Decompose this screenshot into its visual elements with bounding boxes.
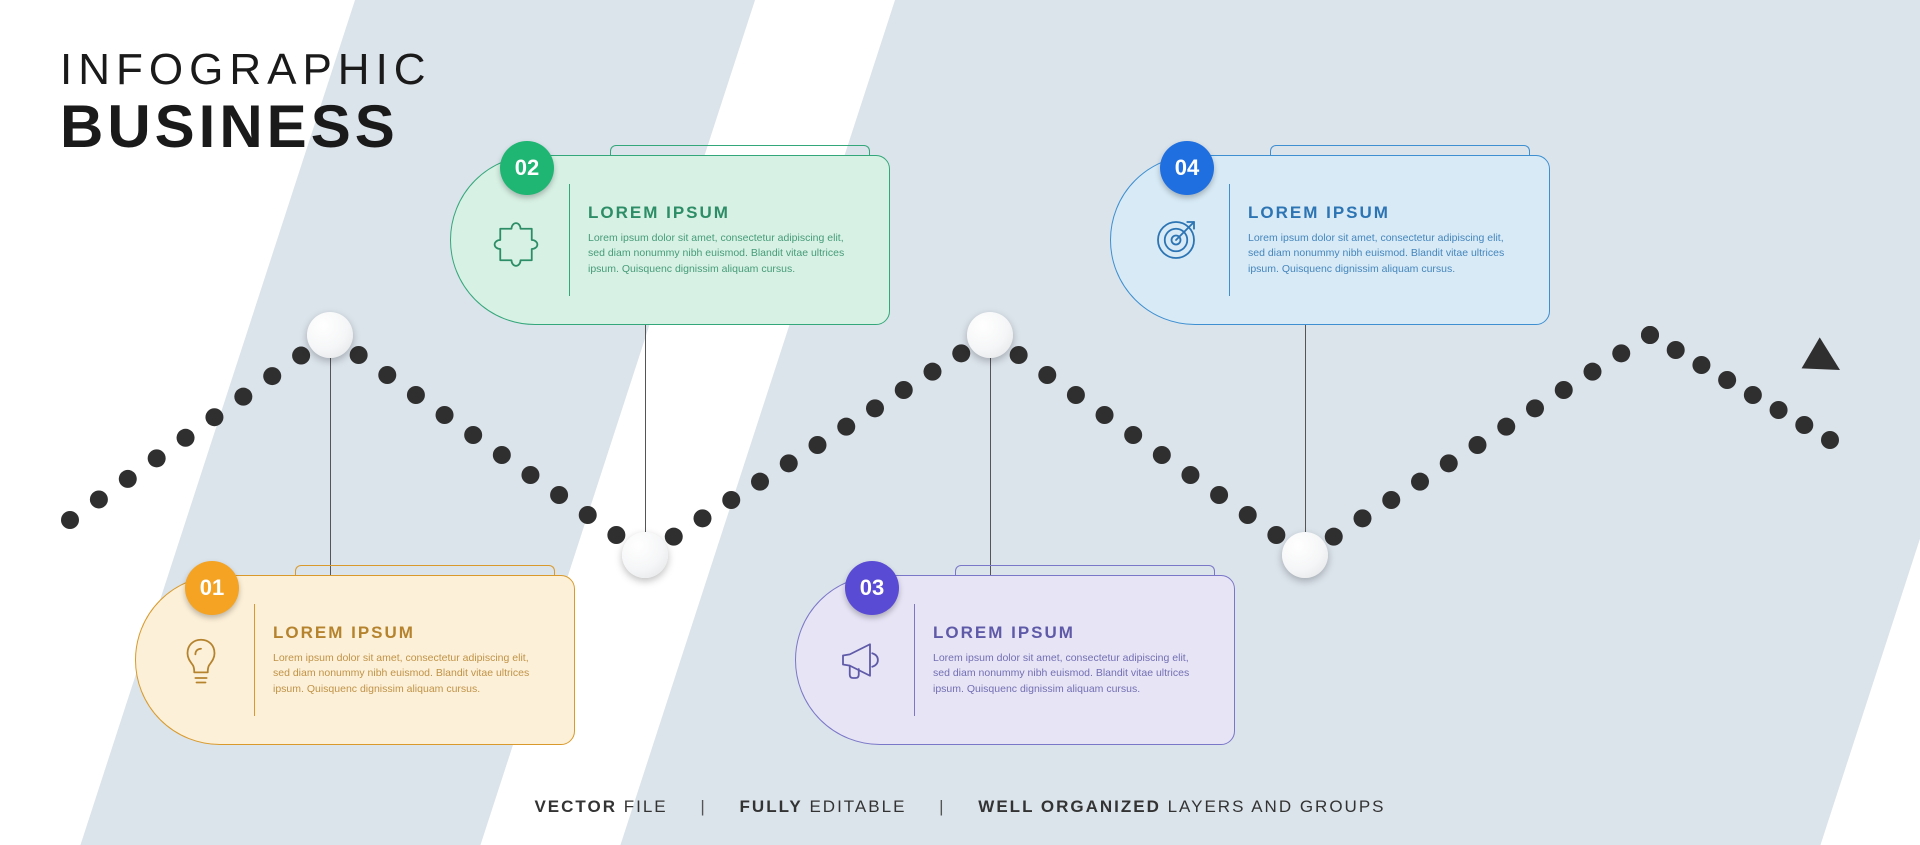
footer-part3-rest: LAYERS AND GROUPS: [1161, 797, 1386, 816]
path-node-2: [622, 532, 668, 578]
connector-01: [330, 358, 331, 575]
footer: VECTOR FILE | FULLY EDITABLE | WELL ORGA…: [0, 797, 1920, 817]
step-card-text: LOREM IPSUM Lorem ipsum dolor sit amet, c…: [273, 623, 548, 697]
path-dot: [665, 528, 683, 546]
footer-part1-rest: FILE: [617, 797, 668, 816]
headline-line-1: INFOGRAPHIC: [60, 45, 432, 95]
connector-04: [1305, 325, 1306, 532]
connector-02: [645, 325, 646, 532]
step-description: Lorem ipsum dolor sit amet, consectetur …: [1248, 231, 1523, 277]
step-title: LOREM IPSUM: [273, 623, 548, 643]
step-number-badge: 03: [845, 561, 899, 615]
step-card-divider: [254, 604, 255, 716]
headline: INFOGRAPHIC BUSINESS: [60, 45, 432, 158]
step-card-divider: [1229, 184, 1230, 296]
step-card-divider: [569, 184, 570, 296]
step-title: LOREM IPSUM: [588, 203, 863, 223]
step-card-text: LOREM IPSUM Lorem ipsum dolor sit amet, c…: [933, 623, 1208, 697]
step-description: Lorem ipsum dolor sit amet, consectetur …: [588, 231, 863, 277]
step-card-03: LOREM IPSUM Lorem ipsum dolor sit amet, c…: [795, 575, 1235, 745]
step-description: Lorem ipsum dolor sit amet, consectetur …: [273, 651, 548, 697]
path-node-4: [1282, 532, 1328, 578]
step-card-04: LOREM IPSUM Lorem ipsum dolor sit amet, c…: [1110, 155, 1550, 325]
path-node-3: [967, 312, 1013, 358]
step-title: LOREM IPSUM: [933, 623, 1208, 643]
footer-part3-bold: WELL ORGANIZED: [978, 797, 1161, 816]
megaphone-icon: [826, 633, 896, 687]
step-number-badge: 02: [500, 141, 554, 195]
step-card-divider: [914, 604, 915, 716]
headline-line-2: BUSINESS: [60, 95, 432, 158]
footer-sep-1: |: [700, 797, 706, 816]
footer-part2-bold: FULLY: [740, 797, 803, 816]
path-node-1: [307, 312, 353, 358]
target-icon: [1141, 213, 1211, 267]
step-number-badge: 01: [185, 561, 239, 615]
path-dot: [90, 490, 108, 508]
footer-part2-rest: EDITABLE: [803, 797, 907, 816]
path-dot: [148, 449, 166, 467]
step-card-01: LOREM IPSUM Lorem ipsum dolor sit amet, c…: [135, 575, 575, 745]
path-dot: [61, 511, 79, 529]
step-number-badge: 04: [1160, 141, 1214, 195]
step-card-text: LOREM IPSUM Lorem ipsum dolor sit amet, c…: [588, 203, 863, 277]
path-dot: [119, 470, 137, 488]
connector-03: [990, 358, 991, 575]
path-dot: [694, 509, 712, 527]
step-description: Lorem ipsum dolor sit amet, consectetur …: [933, 651, 1208, 697]
step-title: LOREM IPSUM: [1248, 203, 1523, 223]
step-card-02: LOREM IPSUM Lorem ipsum dolor sit amet, c…: [450, 155, 890, 325]
puzzle-icon: [481, 213, 551, 267]
footer-sep-2: |: [939, 797, 945, 816]
step-card-text: LOREM IPSUM Lorem ipsum dolor sit amet, c…: [1248, 203, 1523, 277]
footer-part1-bold: VECTOR: [534, 797, 617, 816]
path-dot: [607, 526, 625, 544]
lightbulb-icon: [166, 633, 236, 687]
path-dot: [177, 429, 195, 447]
